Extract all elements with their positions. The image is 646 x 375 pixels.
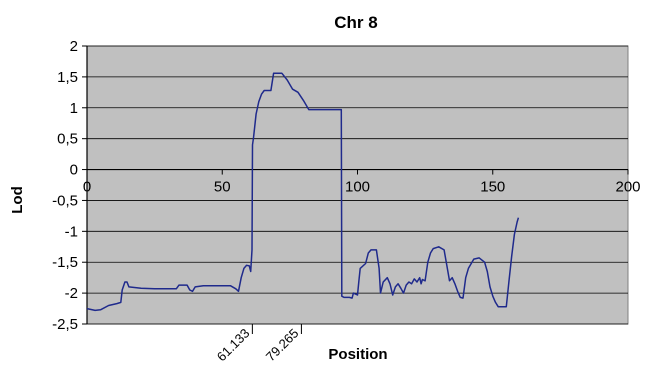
x-tick-label: 0: [83, 179, 91, 196]
lod-series-line: [86, 72, 520, 312]
y-tick-label: 1: [70, 100, 78, 117]
y-tick-label: -0,5: [52, 192, 78, 209]
y-tick-label: -2,5: [52, 316, 78, 333]
x-tick-label: 50: [214, 179, 231, 196]
y-tick-label: -1,5: [52, 254, 78, 271]
marker-label: 79.265: [263, 326, 302, 365]
marker-label: 61.133: [214, 326, 253, 365]
y-tick-label: 0,5: [57, 131, 78, 148]
y-tick-label: -1: [65, 223, 78, 240]
y-tick-label: -2: [65, 285, 78, 302]
x-tick-label: 150: [480, 179, 505, 196]
x-tick-label: 100: [345, 179, 370, 196]
position-markers: 61.133 79.265: [214, 324, 302, 364]
y-axis-label: Lod: [9, 186, 26, 214]
plot-area: [86, 45, 629, 325]
x-axis-ticks: 0 50 100 150 200: [83, 168, 641, 196]
x-axis-label: Position: [328, 346, 387, 363]
y-axis-ticks: 2 1,5 1 0,5 0 -0,5 -1 -1,5 -2 -2,5: [52, 38, 88, 333]
y-tick-label: 0: [70, 162, 78, 179]
y-tick-label: 1,5: [57, 69, 78, 86]
x-tick-label: 200: [615, 179, 640, 196]
chart-title: Chr 8: [334, 13, 377, 32]
y-tick-label: 2: [70, 38, 78, 55]
